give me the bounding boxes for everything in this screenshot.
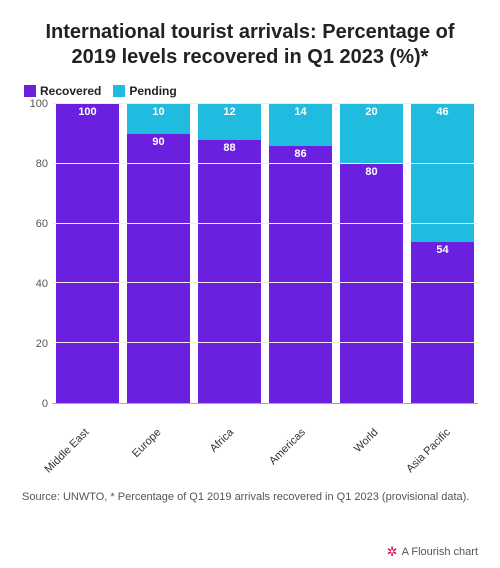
flourish-icon: ✲ [387,545,398,558]
bar-column: 2080 [340,104,403,403]
bar-segment: 86 [269,146,332,403]
x-tick-label: Europe [124,408,188,486]
bar-segment: 20 [340,104,403,164]
legend-item: Recovered [24,84,101,98]
bar-column: 10 90 [127,104,190,403]
y-tick-label: 20 [36,338,48,350]
bars-container: 10010901288148620804654 [52,104,478,403]
grid-line [52,103,478,104]
x-tick-label: Africa [197,408,261,486]
bar-segment: 54 [411,242,474,403]
y-tick-label: 100 [30,98,48,110]
x-axis-labels: Middle EastEuropeAfricaAmericasWorldAsia… [22,404,478,486]
bar-segment: 80 [340,164,403,403]
legend-swatch [113,85,125,97]
bar-value-label: 80 [365,166,377,178]
bar-column: 12 88 [198,104,261,403]
bar-segment: 90 [127,134,190,403]
x-tick-label: World [341,408,405,486]
plot-area: 10010901288148620804654 [52,104,478,404]
bar-segment: 12 [198,104,261,140]
y-tick-label: 40 [36,278,48,290]
legend-swatch [24,85,36,97]
bar-value-label: 12 [223,106,235,118]
bar-column: 14 86 [269,104,332,403]
bar-value-label: 86 [294,148,306,160]
bar-column: 100 [56,104,119,403]
legend-label: Pending [129,84,176,98]
bar-value-label: 100 [78,106,96,118]
x-tick-label: Middle East [52,408,116,486]
legend: Recovered Pending [22,84,478,98]
y-axis: 020406080100 [22,104,52,404]
bar-segment: 10 [127,104,190,134]
grid-line [52,223,478,224]
chart-credit: ✲ A Flourish chart [387,545,478,558]
grid-line [52,282,478,283]
x-tick-label: Americas [269,408,333,486]
legend-label: Recovered [40,84,101,98]
source-note: Source: UNWTO, * Percentage of Q1 2019 a… [22,490,478,504]
bar-column: 46 54 [411,104,474,403]
bar-value-label: 46 [436,106,448,118]
bar-value-label: 88 [223,142,235,154]
bar-segment: 100 [56,104,119,403]
grid-line [52,342,478,343]
bar-segment: 46 [411,104,474,242]
bar-segment: 14 [269,104,332,146]
bar-value-label: 10 [152,106,164,118]
chart-area: 020406080100 10010901288148620804654 [22,104,478,404]
bar-value-label: 90 [152,136,164,148]
bar-value-label: 54 [436,244,448,256]
legend-item: Pending [113,84,176,98]
bar-value-label: 20 [365,106,377,118]
bar-segment: 88 [198,140,261,403]
bar-value-label: 14 [294,106,306,118]
grid-line [52,163,478,164]
y-tick-label: 60 [36,218,48,230]
credit-text: A Flourish chart [402,546,478,558]
chart-title: International tourist arrivals: Percenta… [22,20,478,70]
y-tick-label: 80 [36,158,48,170]
x-tick-label: Asia Pacific [414,408,478,486]
